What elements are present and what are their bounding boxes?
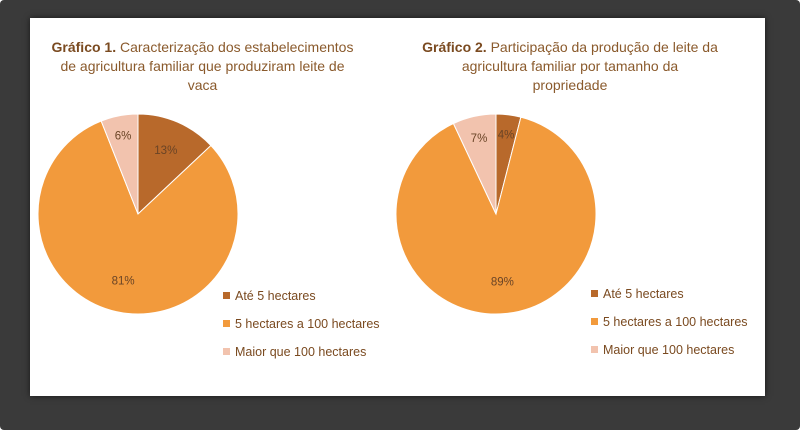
chart2-slice-1 <box>395 116 597 315</box>
chart1-slice-label-1: 81% <box>112 275 135 287</box>
legend-swatch <box>223 292 230 299</box>
chart1-legend-label-0: Até 5 hectares <box>235 288 316 303</box>
legend-swatch <box>223 320 230 327</box>
chart1-title: Gráfico 1. Caracterização dos estabeleci… <box>50 38 355 95</box>
chart2-title-line1: Participação da produção de leite da <box>490 39 718 55</box>
chart1-slice-label-0: 13% <box>154 145 177 157</box>
chart2-legend-label-0: Até 5 hectares <box>603 286 684 301</box>
chart1-title-line1: Caracterização dos estabelecimentos <box>120 39 354 55</box>
chart1-legend: Até 5 hectares 5 hectares a 100 hectares… <box>223 288 380 372</box>
chart1-legend-item-2: Maior que 100 hectares <box>223 344 380 359</box>
legend-swatch <box>591 346 598 353</box>
chart2-slice-label-2: 7% <box>471 133 488 145</box>
chart2-legend-item-1: 5 hectares a 100 hectares <box>591 314 748 329</box>
chart2-slice-label-0: 4% <box>498 130 515 142</box>
chart2-title-bold: Gráfico 2. <box>422 39 487 55</box>
chart1-title-line2: de agricultura familiar que produziram l… <box>60 58 345 74</box>
chart2-legend-label-1: 5 hectares a 100 hectares <box>603 314 748 329</box>
chart2-legend-label-2: Maior que 100 hectares <box>603 342 735 357</box>
pie-charts-svg: 13% 81% 6% 4% 89% 7% <box>37 113 597 315</box>
chart2-slice-2 <box>452 113 497 215</box>
chart1-legend-label-2: Maior que 100 hectares <box>235 344 367 359</box>
chart2-legend-item-2: Maior que 100 hectares <box>591 342 748 357</box>
chart1-legend-item-0: Até 5 hectares <box>223 288 380 303</box>
chart1-title-line3: vaca <box>187 77 218 93</box>
chart1-legend-item-1: 5 hectares a 100 hectares <box>223 316 380 331</box>
legend-swatch <box>223 348 230 355</box>
chart2-title: Gráfico 2. Participação da produção de l… <box>415 38 725 95</box>
chart1-slice-2 <box>100 113 139 215</box>
chart1-title-bold: Gráfico 1. <box>51 39 117 55</box>
chart2-title-line3: propriedade <box>532 77 608 93</box>
document-panel: Gráfico 1. Caracterização dos estabeleci… <box>30 18 765 396</box>
chart2-title-line2: agricultura familiar por tamanho da <box>461 58 679 74</box>
chart1-slice-label-2: 6% <box>115 130 132 142</box>
chart1-slice-1 <box>37 120 239 315</box>
chart2-slice-label-1: 89% <box>491 277 514 289</box>
legend-swatch <box>591 318 598 325</box>
chart2-legend: Até 5 hectares 5 hectares a 100 hectares… <box>591 286 748 370</box>
legend-swatch <box>591 290 598 297</box>
chart2-legend-item-0: Até 5 hectares <box>591 286 748 301</box>
chart1-legend-label-1: 5 hectares a 100 hectares <box>235 316 380 331</box>
chart1-slice-0 <box>137 113 212 216</box>
